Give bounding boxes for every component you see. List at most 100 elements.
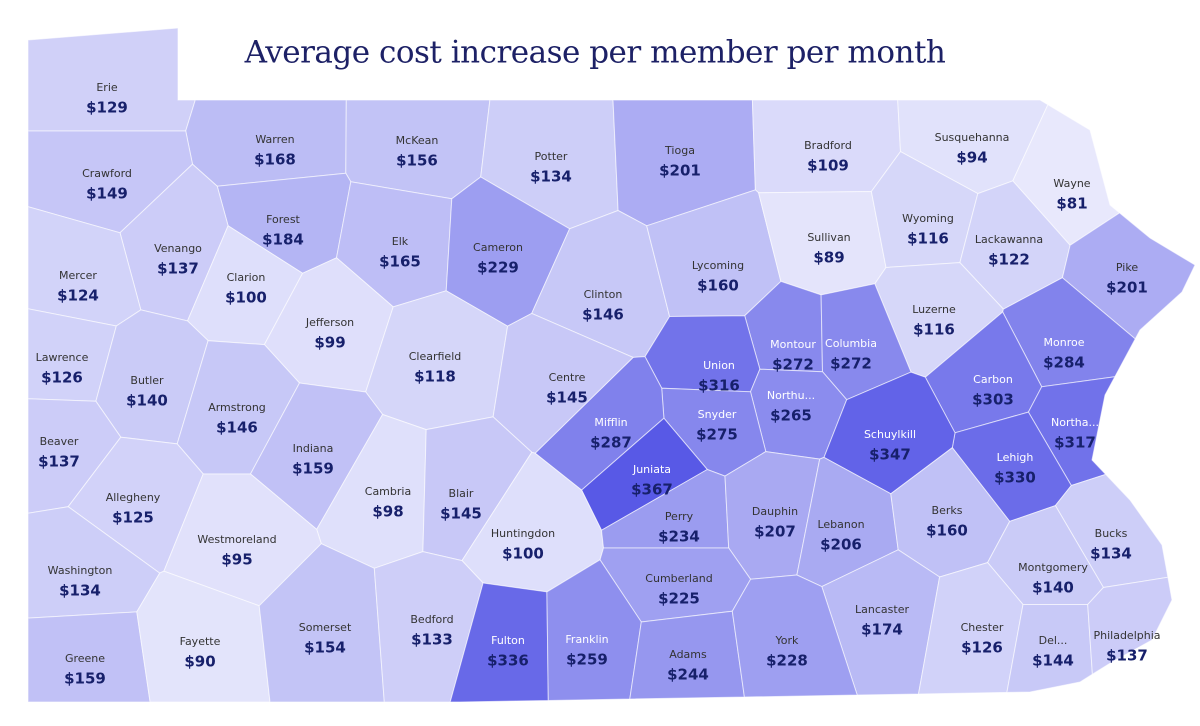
county-value: $90: [184, 653, 215, 671]
county-value: $144: [1032, 652, 1074, 670]
county-value: $225: [658, 590, 700, 608]
county-value: $184: [262, 231, 304, 249]
county-name: Northa...: [1051, 416, 1099, 429]
county-value: $316: [698, 377, 740, 395]
county-value: $137: [157, 260, 199, 278]
county-name: Wayne: [1053, 177, 1090, 190]
county-name: Forest: [266, 213, 300, 226]
county-value: $174: [861, 621, 903, 639]
county-name: Cambria: [365, 485, 411, 498]
county-name: Bucks: [1095, 527, 1128, 540]
county-name: Centre: [549, 371, 586, 384]
county-value: $229: [477, 259, 519, 277]
county-name: Lackawanna: [975, 233, 1043, 246]
county-name: Potter: [535, 150, 568, 163]
county-name: Philadelphia: [1093, 629, 1160, 642]
county-name: Bedford: [410, 613, 453, 626]
county-name: Franklin: [565, 633, 608, 646]
county-name: Mifflin: [594, 416, 627, 429]
county-name: Venango: [154, 242, 202, 255]
county-name: Armstrong: [208, 401, 266, 414]
map-title: Average cost increase per member per mon…: [244, 35, 946, 71]
county-value: $234: [658, 528, 700, 546]
county-value: $159: [292, 460, 334, 478]
county-name: Crawford: [82, 167, 132, 180]
county-value: $330: [994, 469, 1036, 487]
county-value: $146: [216, 419, 258, 437]
county-value: $122: [988, 251, 1030, 269]
county-value: $168: [254, 151, 296, 169]
county-value: $275: [696, 426, 738, 444]
county-name: Washington: [48, 564, 113, 577]
county-name: Indiana: [293, 442, 334, 455]
county: [1061, 212, 1196, 340]
county-value: $287: [590, 434, 632, 452]
county-value: $303: [972, 391, 1014, 409]
county: [345, 99, 491, 200]
county-value: $149: [86, 185, 128, 203]
county-name: Westmoreland: [197, 533, 276, 546]
county-name: Clarion: [227, 271, 266, 284]
county-value: $137: [38, 453, 80, 471]
county-name: Carbon: [973, 373, 1013, 386]
county-value: $118: [414, 368, 456, 386]
county-name: Cumberland: [645, 572, 712, 585]
county-name: Sullivan: [807, 231, 850, 244]
county-value: $159: [64, 670, 106, 688]
county-name: Berks: [932, 504, 963, 517]
county-name: Montgomery: [1018, 561, 1088, 574]
county-value: $124: [57, 287, 99, 305]
county-name: Lycoming: [692, 259, 744, 272]
county-name: Snyder: [698, 408, 737, 421]
county-name: McKean: [396, 134, 439, 147]
county-value: $116: [913, 321, 955, 339]
county-name: Butler: [130, 374, 164, 387]
county-value: $154: [304, 639, 346, 657]
county-value: $134: [1090, 545, 1132, 563]
county-value: $100: [225, 289, 267, 307]
county-value: $265: [770, 407, 812, 425]
county-value: $272: [830, 355, 872, 373]
county-name: Chester: [961, 621, 1004, 634]
title-box: [180, 22, 1020, 98]
county-name: Juniata: [632, 463, 671, 476]
county-value: $206: [820, 536, 862, 554]
county-value: $134: [59, 582, 101, 600]
county-name: Perry: [665, 510, 694, 523]
county-name: Beaver: [40, 435, 79, 448]
county-name: Lawrence: [36, 351, 89, 364]
county-value: $129: [86, 99, 128, 117]
county-value: $81: [1056, 195, 1087, 213]
county-name: Union: [703, 359, 735, 372]
county-value: $284: [1043, 354, 1085, 372]
county-name: Tioga: [664, 144, 695, 157]
county-name: Lehigh: [997, 451, 1034, 464]
county-value: $156: [396, 152, 438, 170]
county-value: $126: [961, 639, 1003, 657]
county-name: Susquehanna: [935, 131, 1010, 144]
county-name: Lancaster: [855, 603, 909, 616]
county-value: $201: [1106, 279, 1148, 297]
county: [731, 574, 858, 698]
county-name: Northu...: [767, 389, 815, 402]
county-name: Elk: [392, 235, 409, 248]
county-value: $207: [754, 523, 796, 541]
county-value: $125: [112, 509, 154, 527]
county-name: Greene: [65, 652, 105, 665]
county-value: $347: [869, 446, 911, 464]
county-name: Erie: [96, 81, 118, 94]
county-value: $165: [379, 253, 421, 271]
county-name: Columbia: [825, 337, 877, 350]
county-value: $367: [631, 481, 673, 499]
county-name: Blair: [449, 487, 474, 500]
county-value: $99: [314, 334, 345, 352]
county-name: Pike: [1116, 261, 1138, 274]
county-name: Montour: [770, 338, 816, 351]
counties: [27, 27, 1196, 703]
county-value: $145: [546, 389, 588, 407]
county-value: $134: [530, 168, 572, 186]
county-name: Clinton: [584, 288, 623, 301]
county-value: $109: [807, 157, 849, 175]
